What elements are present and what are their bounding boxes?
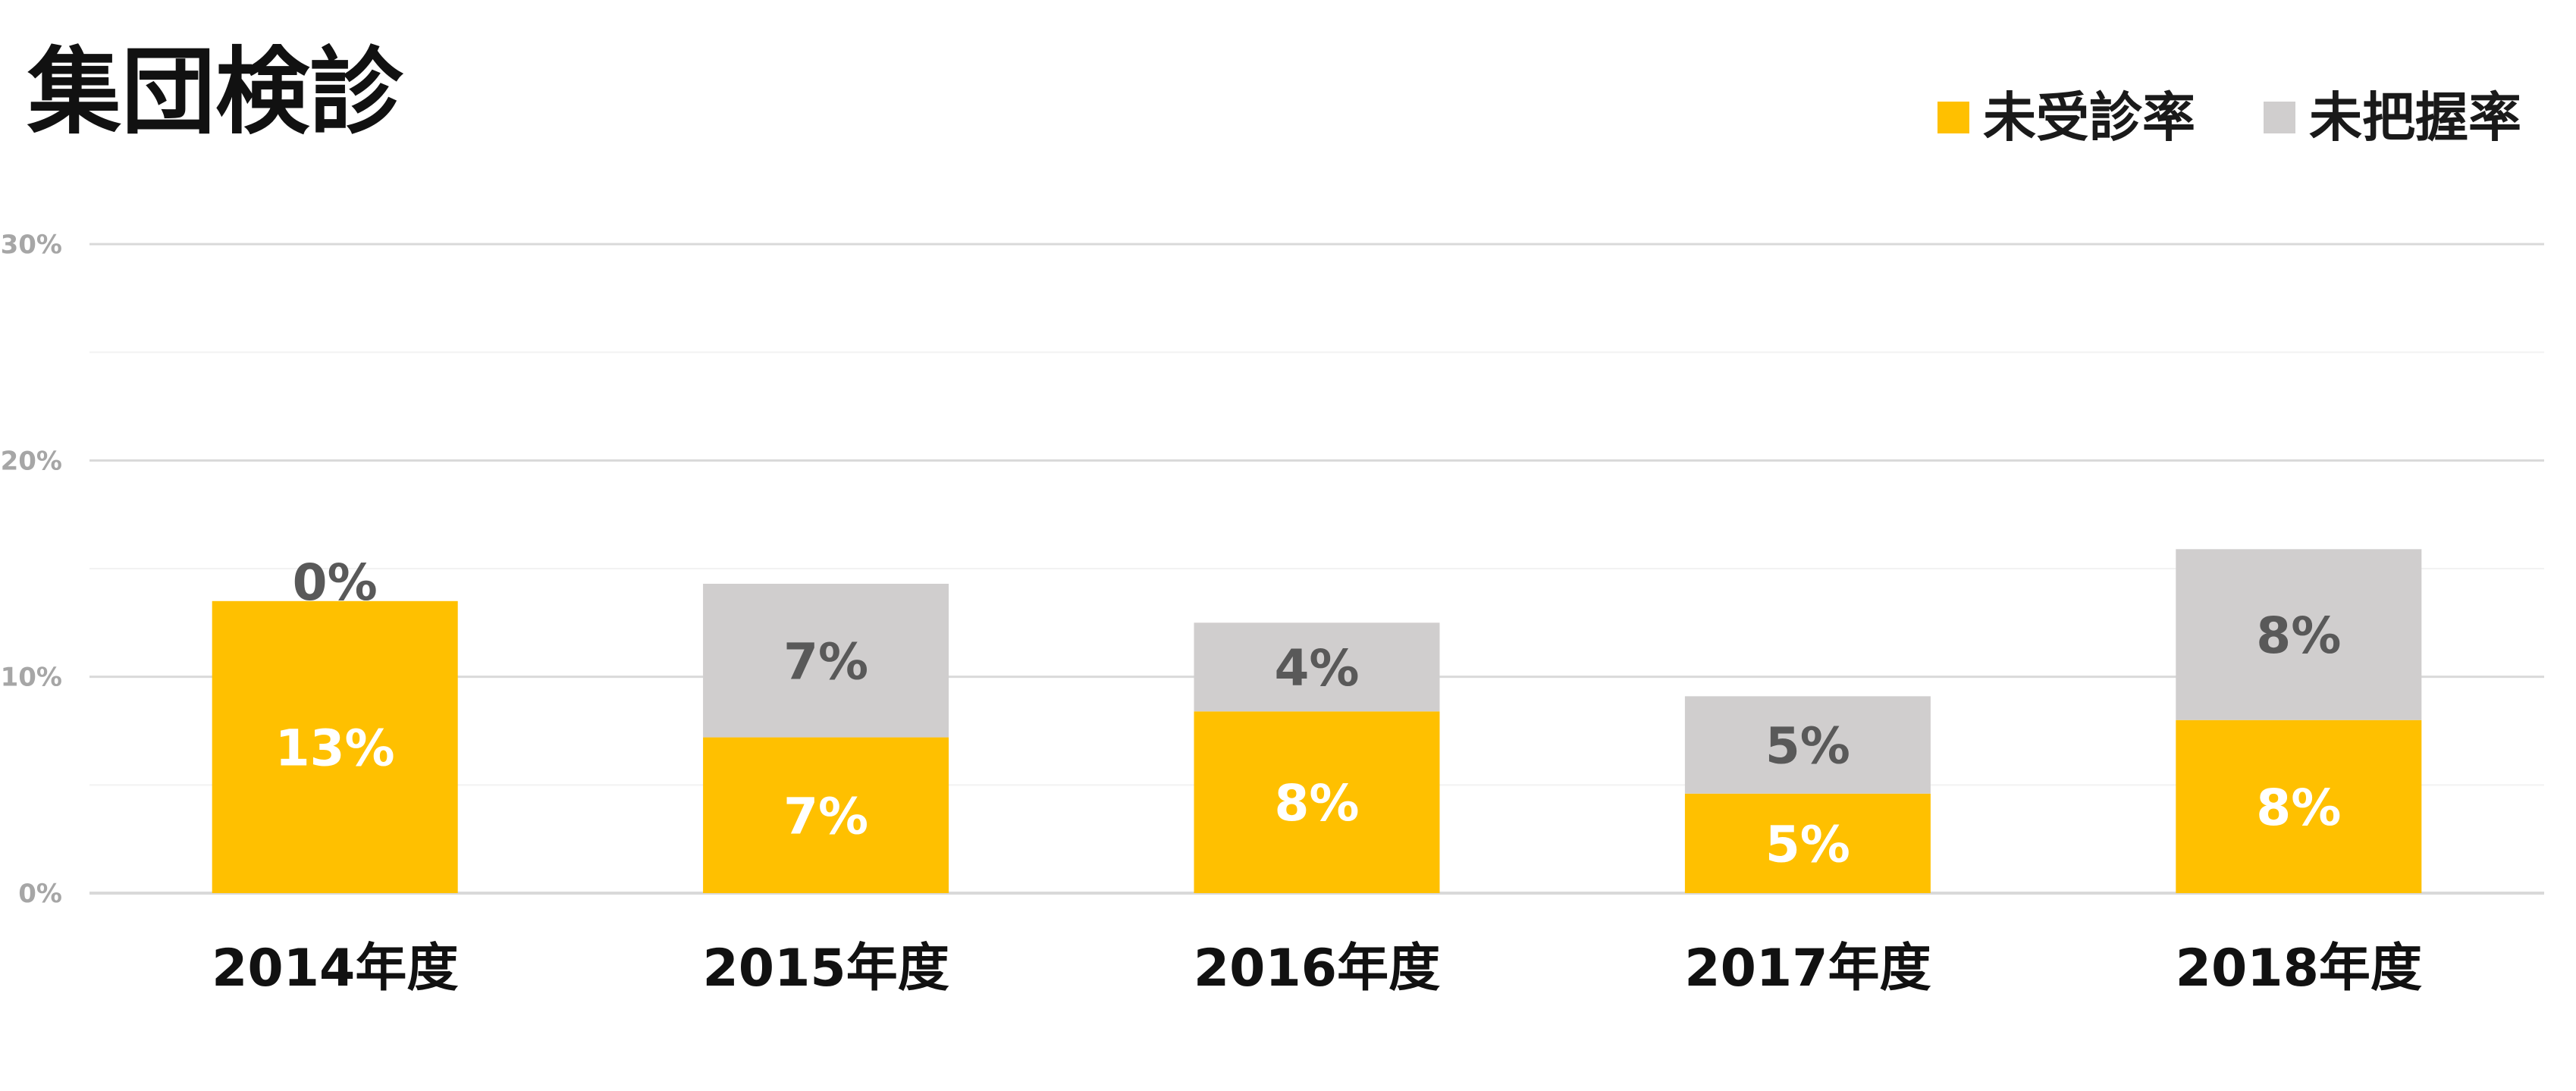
legend: 未受診率 未把握率: [1869, 91, 2521, 144]
x-category-label: 2018年度: [2176, 939, 2422, 999]
bar-segment: [1684, 793, 1931, 893]
legend-label-unexamined: 未受診率: [1983, 86, 2195, 149]
data-label: 8%: [1274, 774, 1359, 832]
legend-swatch-unexamined: [1937, 102, 1969, 133]
legend-item-unknown: 未把握率: [2264, 91, 2521, 144]
x-category-label: 2014年度: [212, 939, 458, 999]
legend-swatch-unknown: [2264, 102, 2295, 133]
legend-label-unknown: 未把握率: [2309, 86, 2521, 149]
y-tick-label: 0%: [18, 879, 62, 909]
bar-segment: [2176, 549, 2422, 720]
y-tick-label: 20%: [1, 446, 62, 476]
bar-segment: [1194, 622, 1440, 712]
chart-title: 集団検診: [27, 38, 404, 147]
bar-segment: [212, 600, 458, 893]
bar-segment: [2176, 719, 2422, 893]
data-label: 5%: [1765, 717, 1850, 776]
x-category-label: 2015年度: [702, 939, 949, 999]
data-label: 0%: [293, 553, 378, 612]
data-label: 5%: [1765, 815, 1850, 873]
data-label: 7%: [783, 787, 868, 845]
x-category-label: 2017年度: [1684, 939, 1931, 999]
data-label: 4%: [1274, 639, 1359, 698]
data-label: 8%: [2256, 607, 2341, 665]
bar-segment: [1194, 711, 1440, 893]
bar-segment: [703, 737, 949, 893]
legend-item-unexamined: 未受診率: [1937, 91, 2195, 144]
bar-segment: [703, 583, 949, 738]
data-label: 8%: [2256, 779, 2341, 837]
data-label: 13%: [275, 719, 395, 777]
y-tick-label: 10%: [1, 663, 62, 693]
x-category-label: 2016年度: [1194, 939, 1440, 999]
data-label: 7%: [783, 632, 868, 691]
y-tick-label: 30%: [1, 230, 62, 260]
bar-segment: [1684, 696, 1931, 794]
